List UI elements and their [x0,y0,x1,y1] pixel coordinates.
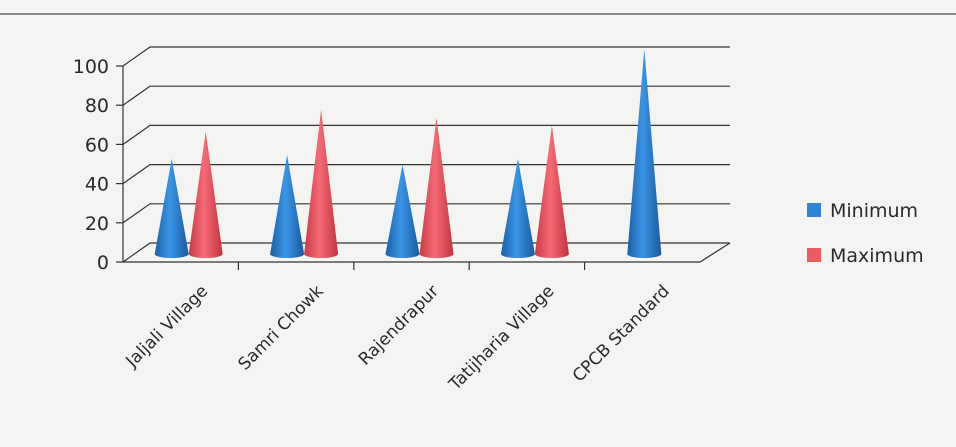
y-tick-label: 40 [85,174,109,196]
legend-label-minimum: Minimum [830,200,918,222]
cone-maximum-rajendrapur [419,117,454,258]
y-tick-label: 100 [73,56,109,78]
cone-maximum-tatijharia-village [534,125,569,258]
cone-minimum-cpcb-standard [627,49,662,258]
x-axis [123,242,731,263]
cone-minimum-samri-chowk [270,154,305,258]
x-category-label: Tatijharia Village [445,281,559,395]
gridline [122,85,730,106]
gridline [122,203,730,224]
x-category-label: Jaljali Village [122,281,213,372]
legend-label-maximum: Maximum [830,245,924,267]
grid-layer [122,46,730,263]
cone-minimum-tatijharia-village [500,158,535,258]
gridline [122,164,730,185]
cone-maximum-samri-chowk [304,109,339,258]
x-category-label: Rajendrapur [355,281,443,369]
cone-maximum-jaljali-village [188,131,223,258]
x-category-label: CPCB Standard [569,281,674,386]
y-tick-label: 60 [85,134,109,156]
legend: Minimum Maximum [807,200,924,267]
cone-layer [154,49,662,258]
y-tick-label: 0 [97,252,109,274]
cone-minimum-rajendrapur [385,164,420,258]
legend-swatch-minimum [807,203,821,217]
gridline [122,124,730,145]
axis-layer [116,65,731,270]
x-category-label: Samri Chowk [235,281,328,374]
gridline [122,46,730,67]
y-tick-label: 80 [85,95,109,117]
y-tick-label: 20 [85,213,109,235]
legend-swatch-maximum [807,248,821,262]
cone-minimum-jaljali-village [154,158,189,258]
